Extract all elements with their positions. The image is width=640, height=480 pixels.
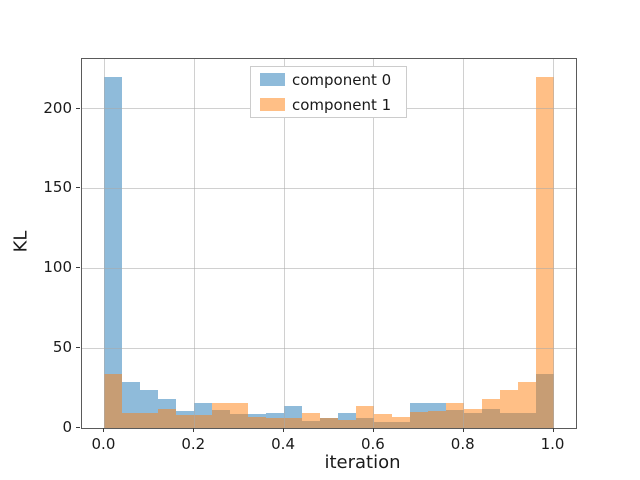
histogram-bar-overlap: [445, 410, 464, 428]
horizontal-gridline: [82, 187, 576, 189]
histogram-bar-component-0: [266, 412, 285, 419]
y-tick-mark: [76, 107, 80, 109]
histogram-bar-overlap: [140, 412, 159, 428]
histogram-bar-overlap: [535, 374, 554, 428]
y-axis-label: KL: [10, 230, 32, 253]
y-tick-label: 0: [62, 418, 72, 436]
histogram-bar-overlap: [517, 412, 536, 428]
histogram-bar-overlap: [194, 415, 213, 428]
histogram-bar-component-1: [355, 405, 374, 419]
histogram-bar-overlap: [284, 418, 303, 428]
vertical-gridline: [553, 59, 555, 428]
histogram-bar-component-0: [427, 403, 446, 412]
histogram-bar-overlap: [391, 421, 410, 428]
vertical-gridline: [373, 59, 375, 428]
histogram-bar-overlap: [266, 418, 285, 428]
x-tick-mark: [103, 428, 105, 432]
legend-swatch-component-1-icon: [260, 98, 285, 111]
histogram-bar-component-1: [373, 414, 392, 422]
y-tick-mark: [76, 187, 80, 189]
histogram-bar-component-0: [176, 411, 195, 416]
horizontal-gridline: [82, 267, 576, 269]
x-tick-mark: [372, 428, 374, 432]
x-axis-label: iteration: [324, 452, 401, 473]
histogram-bar-component-1: [463, 408, 482, 413]
histogram-bar-component-0: [140, 389, 159, 413]
histogram-bar-overlap: [302, 420, 320, 428]
histogram-bar-component-1: [499, 390, 518, 413]
x-tick-label: 0.4: [271, 435, 295, 453]
vertical-gridline: [193, 59, 195, 428]
histogram-bar-component-1: [481, 399, 500, 409]
histogram-bar-component-0: [158, 399, 177, 409]
x-tick-label: 0.0: [91, 435, 116, 453]
histogram-bar-overlap: [355, 418, 374, 428]
y-tick-mark: [76, 427, 80, 428]
histogram-bar-component-1: [391, 416, 410, 422]
vertical-gridline: [283, 59, 285, 428]
histogram-bar-overlap: [248, 416, 267, 428]
histogram-bar-overlap: [158, 408, 177, 428]
legend: component 0 component 1: [250, 66, 407, 118]
histogram-bar-overlap: [320, 418, 338, 428]
histogram-bar-overlap: [212, 410, 231, 428]
histogram-bar-component-0: [409, 403, 428, 413]
y-tick-label: 150: [43, 178, 72, 197]
histogram-bar-component-0: [248, 414, 267, 417]
y-tick-mark: [76, 267, 80, 269]
plot-area: [81, 58, 577, 429]
histogram-bar-overlap: [373, 421, 392, 428]
y-tick-label: 50: [52, 338, 72, 357]
legend-item-component-0: component 0: [251, 70, 406, 90]
x-tick-label: 1.0: [540, 435, 565, 453]
histogram-bar-overlap: [481, 408, 500, 428]
vertical-gridline: [103, 59, 105, 428]
x-tick-mark: [462, 428, 464, 432]
histogram-bar-component-1: [230, 403, 249, 415]
y-tick-label: 100: [43, 258, 72, 277]
horizontal-gridline: [82, 347, 576, 349]
legend-item-component-1: component 1: [251, 95, 406, 115]
histogram-bar-overlap: [427, 411, 446, 428]
histogram-bar-component-0: [122, 381, 141, 413]
legend-label-component-1: component 1: [292, 95, 392, 114]
histogram-bar-overlap: [230, 414, 249, 428]
histogram-bar-overlap: [337, 420, 356, 428]
histogram-bar-component-1: [517, 381, 536, 413]
histogram-bar-component-1: [535, 76, 554, 375]
x-tick-label: 0.6: [360, 435, 385, 453]
histogram-bar-overlap: [409, 412, 428, 428]
legend-swatch-component-0-icon: [260, 73, 285, 86]
histogram-bar-component-1: [445, 403, 464, 411]
x-tick-mark: [552, 428, 554, 432]
x-tick-mark: [193, 428, 195, 432]
histogram-bar-component-1: [302, 412, 320, 421]
legend-label-component-0: component 0: [292, 70, 392, 89]
x-tick-mark: [283, 428, 285, 432]
x-tick-label: 0.2: [181, 435, 206, 453]
histogram-bar-component-0: [337, 412, 356, 420]
histogram-bar-overlap: [104, 374, 123, 428]
y-tick-mark: [76, 347, 80, 349]
histogram-bar-overlap: [463, 412, 482, 428]
histogram-bar-component-0: [194, 403, 213, 416]
histogram-bar-component-1: [212, 403, 231, 411]
vertical-gridline: [463, 59, 465, 428]
histogram-bar-overlap: [499, 412, 518, 428]
histogram-bar-component-0: [104, 76, 123, 375]
histogram-bar-overlap: [122, 412, 141, 428]
histogram-bar-component-0: [284, 405, 303, 419]
histogram-bar-overlap: [176, 415, 195, 428]
y-tick-label: 200: [43, 98, 72, 117]
x-tick-label: 0.8: [450, 435, 475, 453]
